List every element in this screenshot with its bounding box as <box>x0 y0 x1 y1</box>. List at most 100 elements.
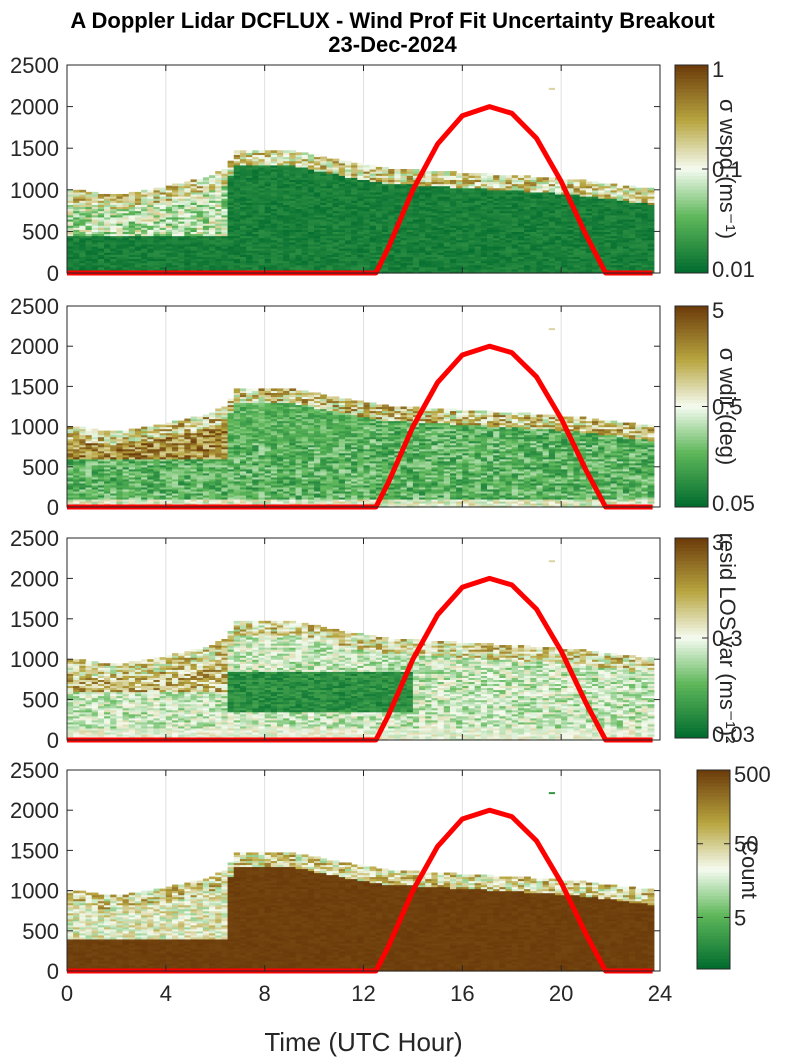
heatmap-cell <box>239 193 247 197</box>
heatmap-cell <box>67 256 74 260</box>
heatmap-cell <box>172 183 179 187</box>
heatmap-cell <box>246 216 253 220</box>
heatmap-cell <box>239 256 247 260</box>
heatmap-cell <box>122 252 130 255</box>
heatmap-cell <box>233 245 241 249</box>
heatmap-cell <box>97 235 105 239</box>
heatmap-cell <box>91 428 99 432</box>
heatmap-cell <box>91 241 99 245</box>
heatmap-cell <box>178 210 185 214</box>
heatmap-cell <box>233 154 241 158</box>
heatmap-cell <box>184 252 192 255</box>
heatmap-cell <box>67 221 74 224</box>
heatmap-cell <box>79 208 87 212</box>
heatmap-cell <box>258 221 266 224</box>
heatmap-cell <box>97 239 105 243</box>
heatmap-cell <box>202 177 210 180</box>
heatmap-cell <box>227 208 235 212</box>
heatmap-cell <box>258 225 266 228</box>
heatmap-cell <box>153 268 161 272</box>
heatmap-cell <box>97 262 105 266</box>
heatmap-cell <box>202 212 210 216</box>
heatmap-cell <box>91 223 99 226</box>
heatmap-cell <box>165 216 173 220</box>
heatmap-cell <box>141 193 148 197</box>
heatmap-cell <box>221 239 229 243</box>
heatmap-cell <box>67 233 74 237</box>
heatmap-cell <box>215 258 223 262</box>
heatmap-cell <box>128 225 136 228</box>
colorbar-segment <box>675 144 708 149</box>
heatmap-cell <box>258 210 266 214</box>
heatmap-cell <box>215 266 223 270</box>
heatmap-cell <box>67 250 74 253</box>
heatmap-cell <box>110 233 118 237</box>
heatmap-cell <box>122 266 130 270</box>
heatmap-cell <box>165 268 173 272</box>
heatmap-cell <box>215 235 223 239</box>
heatmap-cell <box>153 258 161 262</box>
heatmap-cell <box>202 264 210 268</box>
heatmap-cell <box>196 200 204 203</box>
heatmap-cell <box>141 254 148 257</box>
heatmap-cell <box>141 231 148 235</box>
heatmap-cell <box>116 252 124 255</box>
heatmap-cell <box>91 227 99 230</box>
heatmap-cell <box>202 185 210 189</box>
heatmap-cell <box>252 173 260 176</box>
heatmap-cell <box>246 154 253 158</box>
heatmap-cell <box>252 254 260 257</box>
heatmap-cell <box>165 237 173 241</box>
heatmap-cell <box>79 225 87 228</box>
heatmap-cell <box>239 245 247 249</box>
heatmap-cell <box>202 245 210 249</box>
heatmap-cell <box>233 175 241 178</box>
heatmap-cell <box>196 218 204 222</box>
heatmap-cell <box>227 162 235 166</box>
heatmap-cell <box>67 223 74 226</box>
heatmap-cell <box>97 258 105 262</box>
heatmap-cell <box>134 248 142 251</box>
heatmap-cell <box>239 239 247 243</box>
colorbar-segment <box>675 234 708 239</box>
heatmap-cell <box>209 202 216 205</box>
heatmap-cell <box>190 260 198 264</box>
heatmap-cell <box>190 206 198 210</box>
heatmap-cell <box>165 191 173 195</box>
heatmap-cell <box>172 185 179 189</box>
heatmap-cell <box>233 235 241 239</box>
heatmap-cell <box>202 187 210 191</box>
heatmap-cell <box>209 216 216 220</box>
heatmap-cell <box>147 206 155 210</box>
heatmap-cell <box>233 200 241 203</box>
heatmap-cell <box>202 183 210 187</box>
heatmap-cell <box>97 227 105 230</box>
heatmap-cell <box>233 164 241 168</box>
heatmap-cell <box>239 250 247 253</box>
heatmap-cell <box>110 196 118 199</box>
heatmap-cell <box>592 181 599 185</box>
heatmap-cell <box>128 193 136 197</box>
heatmap-cell <box>116 196 124 199</box>
heatmap-cell <box>227 166 235 170</box>
heatmap-cell <box>67 268 74 272</box>
heatmap-cell <box>97 245 105 249</box>
heatmap-cell <box>246 193 253 197</box>
heatmap-cell <box>172 225 179 228</box>
heatmap-cell <box>227 193 235 197</box>
heatmap-cell <box>221 233 229 237</box>
heatmap-cell <box>209 210 216 214</box>
heatmap-cell <box>258 235 266 239</box>
heatmap-cell <box>227 237 235 241</box>
heatmap-cell <box>128 214 136 218</box>
colorbar-segment <box>675 103 708 108</box>
heatmap-cell <box>122 256 130 260</box>
heatmap-cell <box>542 177 550 180</box>
heatmap-cell <box>239 150 247 153</box>
heatmap-cell <box>159 198 167 201</box>
heatmap-cell <box>122 227 130 230</box>
heatmap-cell <box>116 264 124 268</box>
heatmap-cell <box>202 256 210 260</box>
heatmap-cell <box>79 426 87 430</box>
heatmap-cell <box>104 235 111 239</box>
